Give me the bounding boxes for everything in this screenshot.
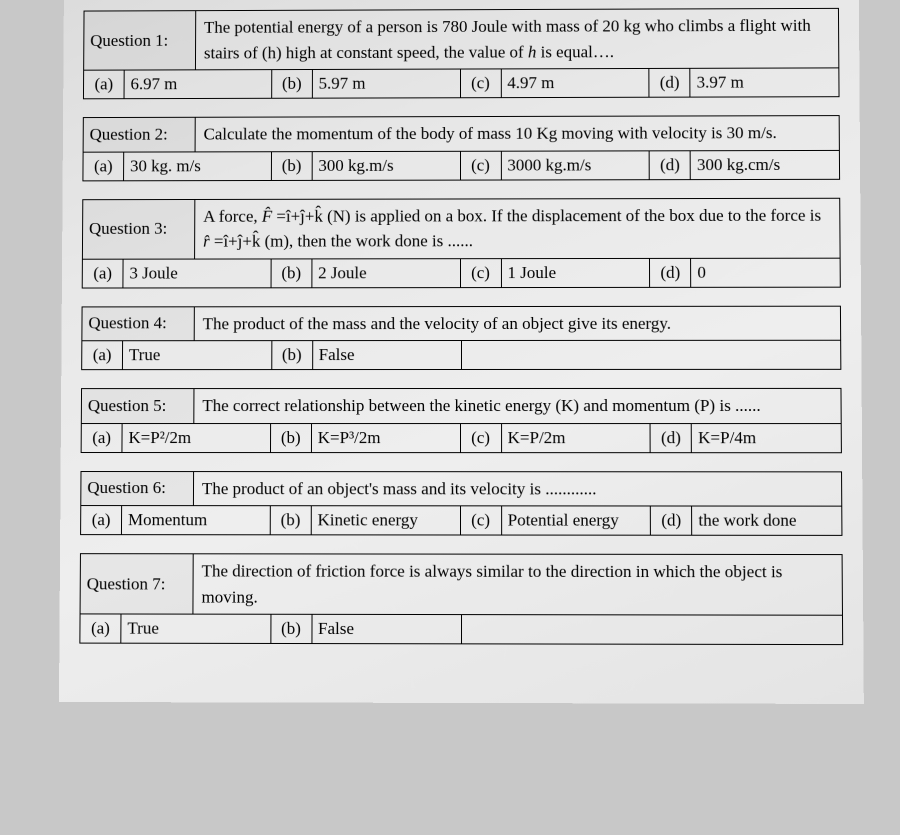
option-answer: K=P/4m (692, 424, 841, 452)
question-text: The potential energy of a person is 780 … (196, 9, 838, 69)
question-row: Question 6:The product of an object's ma… (81, 472, 841, 507)
option-letter: (b) (272, 341, 313, 369)
option-answer: False (313, 341, 462, 369)
option-letter: (b) (272, 70, 313, 98)
empty-cell (692, 615, 842, 644)
option-letter: (c) (460, 259, 501, 287)
question-row: Question 4:The product of the mass and t… (82, 306, 840, 341)
option-letter: (a) (83, 152, 124, 180)
option-letter: (c) (461, 506, 502, 534)
question-label: Question 3: (83, 199, 195, 258)
option-letter: (c) (460, 151, 501, 179)
option-letter: (b) (270, 506, 311, 534)
option-letter: (a) (81, 506, 122, 534)
option-letter: (a) (84, 71, 125, 99)
question-block: Question 5:The correct relationship betw… (81, 388, 842, 453)
option-letter: (b) (271, 259, 312, 287)
question-block: Question 2:Calculate the momentum of the… (82, 115, 840, 181)
question-row: Question 7:The direction of friction for… (81, 554, 842, 616)
options-row: (a)6.97 m(b)5.97 m(c)4.97 m(d)3.97 m (84, 68, 839, 98)
option-answer: True (121, 614, 271, 642)
option-answer: 1 Joule (501, 258, 650, 286)
option-answer: 300 kg.m/s (312, 151, 460, 179)
empty-cell (691, 341, 840, 369)
option-letter: (c) (460, 69, 501, 97)
question-label: Question 6: (81, 472, 194, 506)
option-answer: K=P²/2m (122, 424, 270, 452)
option-answer: Potential energy (502, 506, 652, 534)
option-answer: 4.97 m (501, 69, 649, 97)
question-row: Question 1:The potential energy of a per… (84, 9, 838, 71)
question-text: The product of an object's mass and its … (194, 472, 841, 506)
options-row: (a)Momentum(b)Kinetic energy(c)Potential… (81, 506, 841, 535)
question-text: Calculate the momentum of the body of ma… (196, 116, 839, 151)
option-answer: 0 (691, 258, 839, 286)
option-answer: 300 kg.cm/s (691, 150, 839, 178)
option-answer: 30 kg. m/s (124, 152, 272, 180)
option-answer: 5.97 m (313, 70, 461, 98)
options-row: (a)30 kg. m/s(b)300 kg.m/s(c)3000 kg.m/s… (83, 150, 839, 179)
option-letter: (d) (651, 424, 692, 452)
options-row: (a)True(b)False (80, 614, 842, 644)
option-answer: 3.97 m (691, 68, 839, 96)
question-row: Question 5:The correct relationship betw… (82, 389, 841, 424)
option-letter: (c) (461, 424, 502, 452)
option-answer: Kinetic energy (311, 506, 460, 534)
option-answer: the work done (692, 507, 841, 535)
option-answer: True (123, 341, 272, 369)
question-label: Question 2: (84, 118, 196, 151)
question-text: A force, F̂ =î+ĵ+k̂ (N) is applied on a … (195, 198, 840, 258)
option-answer: Momentum (122, 506, 271, 534)
question-row: Question 3:A force, F̂ =î+ĵ+k̂ (N) is ap… (83, 198, 840, 259)
option-letter: (d) (650, 258, 691, 286)
option-answer: K=P³/2m (312, 424, 461, 452)
question-text: The product of the mass and the velocity… (195, 306, 840, 340)
option-answer: 3000 kg.m/s (501, 151, 650, 179)
option-letter: (a) (83, 259, 124, 287)
options-row: (a)3 Joule(b)2 Joule(c)1 Joule(d)0 (83, 258, 840, 287)
question-block: Question 1:The potential energy of a per… (83, 8, 840, 99)
option-answer: 6.97 m (125, 70, 272, 98)
empty-cell (502, 615, 652, 644)
option-letter: (d) (651, 506, 692, 534)
option-letter: (b) (271, 615, 312, 643)
question-row: Question 2:Calculate the momentum of the… (84, 116, 839, 152)
question-block: Question 3:A force, F̂ =î+ĵ+k̂ (N) is ap… (82, 197, 841, 288)
question-label: Question 7: (81, 554, 194, 613)
question-block: Question 4:The product of the mass and t… (81, 305, 841, 370)
empty-cell (502, 341, 651, 369)
option-letter: (d) (650, 69, 691, 97)
option-letter: (d) (650, 151, 691, 179)
question-text: The correct relationship between the kin… (194, 389, 840, 423)
question-label: Question 1: (84, 11, 196, 70)
option-letter: (a) (82, 424, 123, 452)
option-letter: (a) (82, 341, 123, 369)
option-letter: (b) (271, 424, 312, 452)
question-text: The direction of friction force is alway… (193, 554, 842, 614)
options-row: (a)K=P²/2m(b)K=P³/2m(c)K=P/2m(d)K=P/4m (82, 424, 841, 452)
options-row: (a)True(b)False (82, 341, 840, 369)
option-answer: False (312, 615, 462, 644)
question-label: Question 4: (82, 307, 194, 340)
question-label: Question 5: (82, 389, 195, 422)
question-block: Question 6:The product of an object's ma… (80, 471, 842, 536)
option-answer: K=P/2m (502, 424, 651, 452)
option-letter: (b) (272, 152, 313, 180)
question-block: Question 7:The direction of friction for… (79, 553, 843, 645)
option-letter: (a) (80, 614, 121, 642)
option-answer: 2 Joule (312, 259, 460, 287)
option-answer: 3 Joule (123, 259, 271, 287)
